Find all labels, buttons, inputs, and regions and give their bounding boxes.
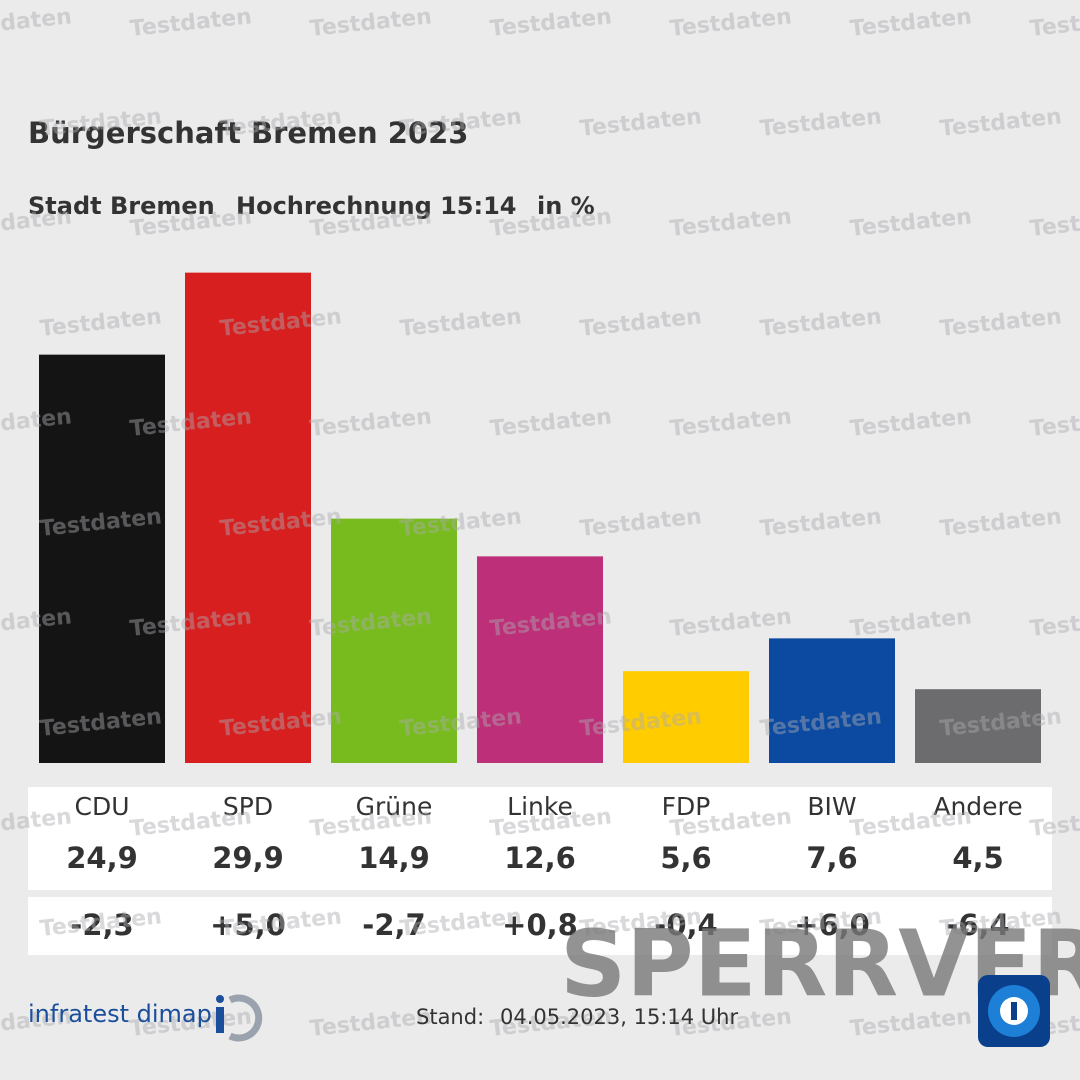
table-row [28, 897, 1052, 955]
watermark: Testdaten [399, 504, 523, 542]
bar [477, 556, 603, 763]
watermark: Testdaten [399, 304, 523, 342]
watermark: Testdaten [0, 204, 73, 242]
chart-title: Bürgerschaft Bremen 2023 [28, 116, 468, 150]
change-label: -0,4 [654, 908, 717, 942]
stand-label: Stand: [416, 1005, 484, 1029]
watermark: Testdaten [579, 304, 703, 342]
watermark: Testdaten [1029, 604, 1080, 642]
watermark: Testdaten [0, 4, 73, 42]
category-label: Grüne [356, 792, 433, 821]
category-label: CDU [74, 792, 129, 821]
watermark: Testdaten [849, 204, 973, 242]
watermark: Testdaten [129, 4, 253, 42]
stand: 04.05.2023, 15:14 Uhr [500, 1005, 738, 1029]
broadcaster-logo [978, 975, 1050, 1047]
change-label: +0,8 [502, 908, 578, 942]
watermark: Testdaten [849, 4, 973, 42]
category-label: BIW [807, 792, 856, 821]
category-label: FDP [662, 792, 711, 821]
watermark: Testdaten [39, 304, 163, 342]
unit: in % [537, 192, 595, 220]
source-logo [216, 994, 263, 1042]
watermark: Testdaten [489, 404, 613, 442]
watermark: Testdaten [669, 404, 793, 442]
value-label: 29,9 [212, 841, 284, 875]
source: infratest dimap [28, 1000, 212, 1028]
bar [39, 354, 165, 763]
change-label: +5,0 [210, 908, 286, 942]
watermark: Testdaten [939, 504, 1063, 542]
watermark: Testdaten [669, 604, 793, 642]
watermark: Testdaten [1029, 204, 1080, 242]
watermark: Testdaten [489, 4, 613, 42]
value-label: 7,6 [806, 841, 857, 875]
table: CDU 24,9 -2,3 SPD 29,9 +5,0 Grüne 14,9 -2,7 Linke… [66, 792, 1022, 942]
category-label: Linke [507, 792, 573, 821]
change-label: -2,3 [70, 908, 133, 942]
subtitle: Hochrechnung 15:14 [236, 192, 517, 220]
watermark: Testdaten [759, 304, 883, 342]
value-label: 12,6 [504, 841, 576, 875]
category-label: SPD [223, 792, 273, 821]
watermark: Testdaten [1029, 404, 1080, 442]
bar [185, 272, 311, 763]
value-label: 5,6 [660, 841, 711, 875]
watermark: Testdaten [669, 204, 793, 242]
watermark: Testdaten [939, 304, 1063, 342]
watermark: Testdaten [849, 604, 973, 642]
change-label: -6,4 [946, 908, 1009, 942]
watermark: Testdaten [579, 104, 703, 142]
change-label: +6,0 [794, 908, 870, 942]
subtitle: Stadt Bremen [28, 192, 215, 220]
watermark: Testdaten [309, 1004, 433, 1042]
value-label: 4,5 [952, 841, 1003, 875]
watermark: Testdaten [939, 104, 1063, 142]
watermark: Testdaten [669, 4, 793, 42]
category-label: Andere [933, 792, 1022, 821]
bar [331, 518, 457, 763]
bar [769, 638, 895, 763]
watermark: Testdaten [1029, 4, 1080, 42]
watermark: Testdaten [759, 504, 883, 542]
watermark: Testdaten [849, 404, 973, 442]
value-label: 24,9 [66, 841, 138, 875]
watermark: Testdaten [579, 504, 703, 542]
watermark: Testdaten [309, 404, 433, 442]
watermark: Testdaten [759, 104, 883, 142]
bar [915, 689, 1041, 763]
watermark: Testdaten [309, 4, 433, 42]
value-label: 14,9 [358, 841, 430, 875]
bar [623, 671, 749, 763]
change-label: -2,7 [362, 908, 425, 942]
bar-group [39, 272, 1041, 763]
table-row [28, 787, 1052, 890]
